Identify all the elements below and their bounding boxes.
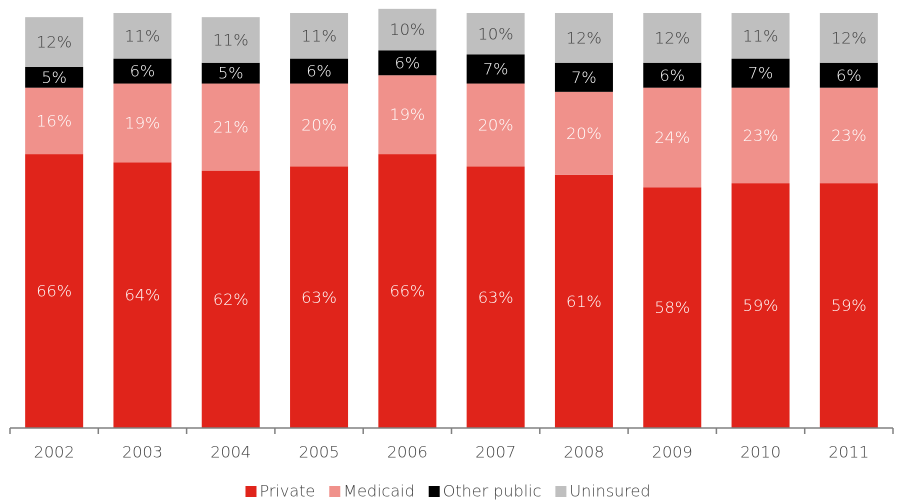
data-label: 62% bbox=[213, 290, 249, 309]
bar-segment bbox=[113, 83, 172, 163]
x-tick-label: 2011 bbox=[828, 443, 869, 462]
data-label: 5% bbox=[218, 64, 243, 83]
data-label: 20% bbox=[301, 116, 337, 135]
legend-label: Medicaid bbox=[343, 482, 414, 501]
legend-swatch bbox=[329, 486, 341, 497]
data-label: 5% bbox=[41, 68, 66, 87]
bar-segment bbox=[113, 162, 172, 428]
legend-swatch bbox=[245, 486, 257, 497]
data-label: 6% bbox=[130, 62, 155, 81]
x-tick-label: 2004 bbox=[210, 443, 251, 462]
bar-segment bbox=[554, 91, 613, 175]
bar-segment bbox=[378, 8, 437, 51]
data-label: 7% bbox=[571, 68, 596, 87]
bar-segment bbox=[819, 13, 878, 63]
bar-segment bbox=[466, 13, 525, 55]
bar-segment bbox=[731, 87, 790, 184]
data-label: 63% bbox=[478, 288, 514, 307]
bar-segment bbox=[554, 13, 613, 63]
legend-label: Uninsured bbox=[569, 482, 650, 501]
bar-segment bbox=[378, 154, 437, 428]
data-label: 12% bbox=[566, 28, 602, 47]
bar-segment bbox=[643, 187, 702, 428]
x-tick-label: 2007 bbox=[475, 443, 516, 462]
legend-label: Other public bbox=[443, 482, 542, 501]
bar-segment bbox=[25, 66, 84, 88]
legend-swatch bbox=[555, 486, 567, 497]
data-label: 61% bbox=[566, 292, 602, 311]
data-label: 12% bbox=[654, 28, 690, 47]
data-label: 11% bbox=[743, 26, 779, 45]
bar-segment bbox=[290, 58, 349, 84]
bar-segment bbox=[201, 83, 260, 171]
x-tick-label: 2006 bbox=[387, 443, 428, 462]
bar-segment bbox=[643, 62, 702, 88]
data-label: 23% bbox=[743, 126, 779, 145]
x-tick-label: 2003 bbox=[122, 443, 163, 462]
data-label: 6% bbox=[306, 62, 331, 81]
bar-segment bbox=[25, 154, 84, 428]
x-tick-label: 2008 bbox=[564, 443, 605, 462]
data-label: 66% bbox=[36, 282, 72, 301]
bar-segment bbox=[731, 13, 790, 59]
bar-segment bbox=[290, 83, 349, 167]
legend-swatch bbox=[428, 486, 440, 497]
data-label: 64% bbox=[125, 286, 161, 305]
bar-segment bbox=[643, 87, 702, 188]
legend-label: Private bbox=[259, 482, 315, 501]
data-label: 6% bbox=[660, 66, 685, 85]
bar-segment bbox=[201, 17, 260, 63]
bar-segment bbox=[378, 50, 437, 76]
bar-segment bbox=[290, 13, 349, 59]
bar-segment bbox=[113, 58, 172, 84]
data-label: 63% bbox=[301, 288, 337, 307]
bar-segment bbox=[290, 166, 349, 429]
bar-segment bbox=[819, 183, 878, 428]
bar-segment bbox=[113, 13, 172, 59]
bar-segment bbox=[731, 58, 790, 88]
x-tick-label: 2002 bbox=[34, 443, 75, 462]
data-label: 7% bbox=[748, 64, 773, 83]
data-label: 11% bbox=[213, 30, 249, 49]
data-label: 59% bbox=[743, 296, 779, 315]
bar-segment bbox=[25, 17, 84, 67]
data-label: 10% bbox=[478, 24, 514, 43]
data-label: 7% bbox=[483, 60, 508, 79]
x-tick-label: 2005 bbox=[299, 443, 340, 462]
bar-segment bbox=[643, 13, 702, 63]
bar-segment bbox=[25, 87, 84, 155]
data-label: 16% bbox=[36, 111, 72, 130]
data-label: 11% bbox=[125, 26, 161, 45]
x-tick-label: 2009 bbox=[652, 443, 693, 462]
bar-segment bbox=[554, 174, 613, 428]
data-label: 59% bbox=[831, 296, 867, 315]
bar-segment bbox=[466, 83, 525, 167]
bar-segment bbox=[731, 183, 790, 428]
x-tick-label: 2010 bbox=[740, 443, 781, 462]
bar-segment bbox=[554, 62, 613, 92]
data-label: 19% bbox=[125, 113, 161, 132]
data-label: 12% bbox=[36, 33, 72, 52]
bar-segment bbox=[466, 166, 525, 429]
data-label: 10% bbox=[390, 20, 426, 39]
data-label: 23% bbox=[831, 126, 867, 145]
bar-segment bbox=[819, 87, 878, 184]
data-label: 11% bbox=[301, 26, 337, 45]
data-label: 6% bbox=[395, 53, 420, 72]
data-label: 6% bbox=[836, 66, 861, 85]
data-label: 24% bbox=[654, 128, 690, 147]
bar-segment bbox=[201, 62, 260, 84]
data-label: 12% bbox=[831, 28, 867, 47]
bar-segment bbox=[201, 170, 260, 428]
bar-segment bbox=[466, 54, 525, 84]
data-label: 20% bbox=[566, 124, 602, 143]
data-label: 58% bbox=[654, 298, 690, 317]
bar-segment bbox=[378, 75, 437, 155]
data-label: 20% bbox=[478, 116, 514, 135]
bar-segment bbox=[819, 62, 878, 88]
data-label: 66% bbox=[390, 282, 426, 301]
data-label: 21% bbox=[213, 118, 249, 137]
data-label: 19% bbox=[390, 105, 426, 124]
